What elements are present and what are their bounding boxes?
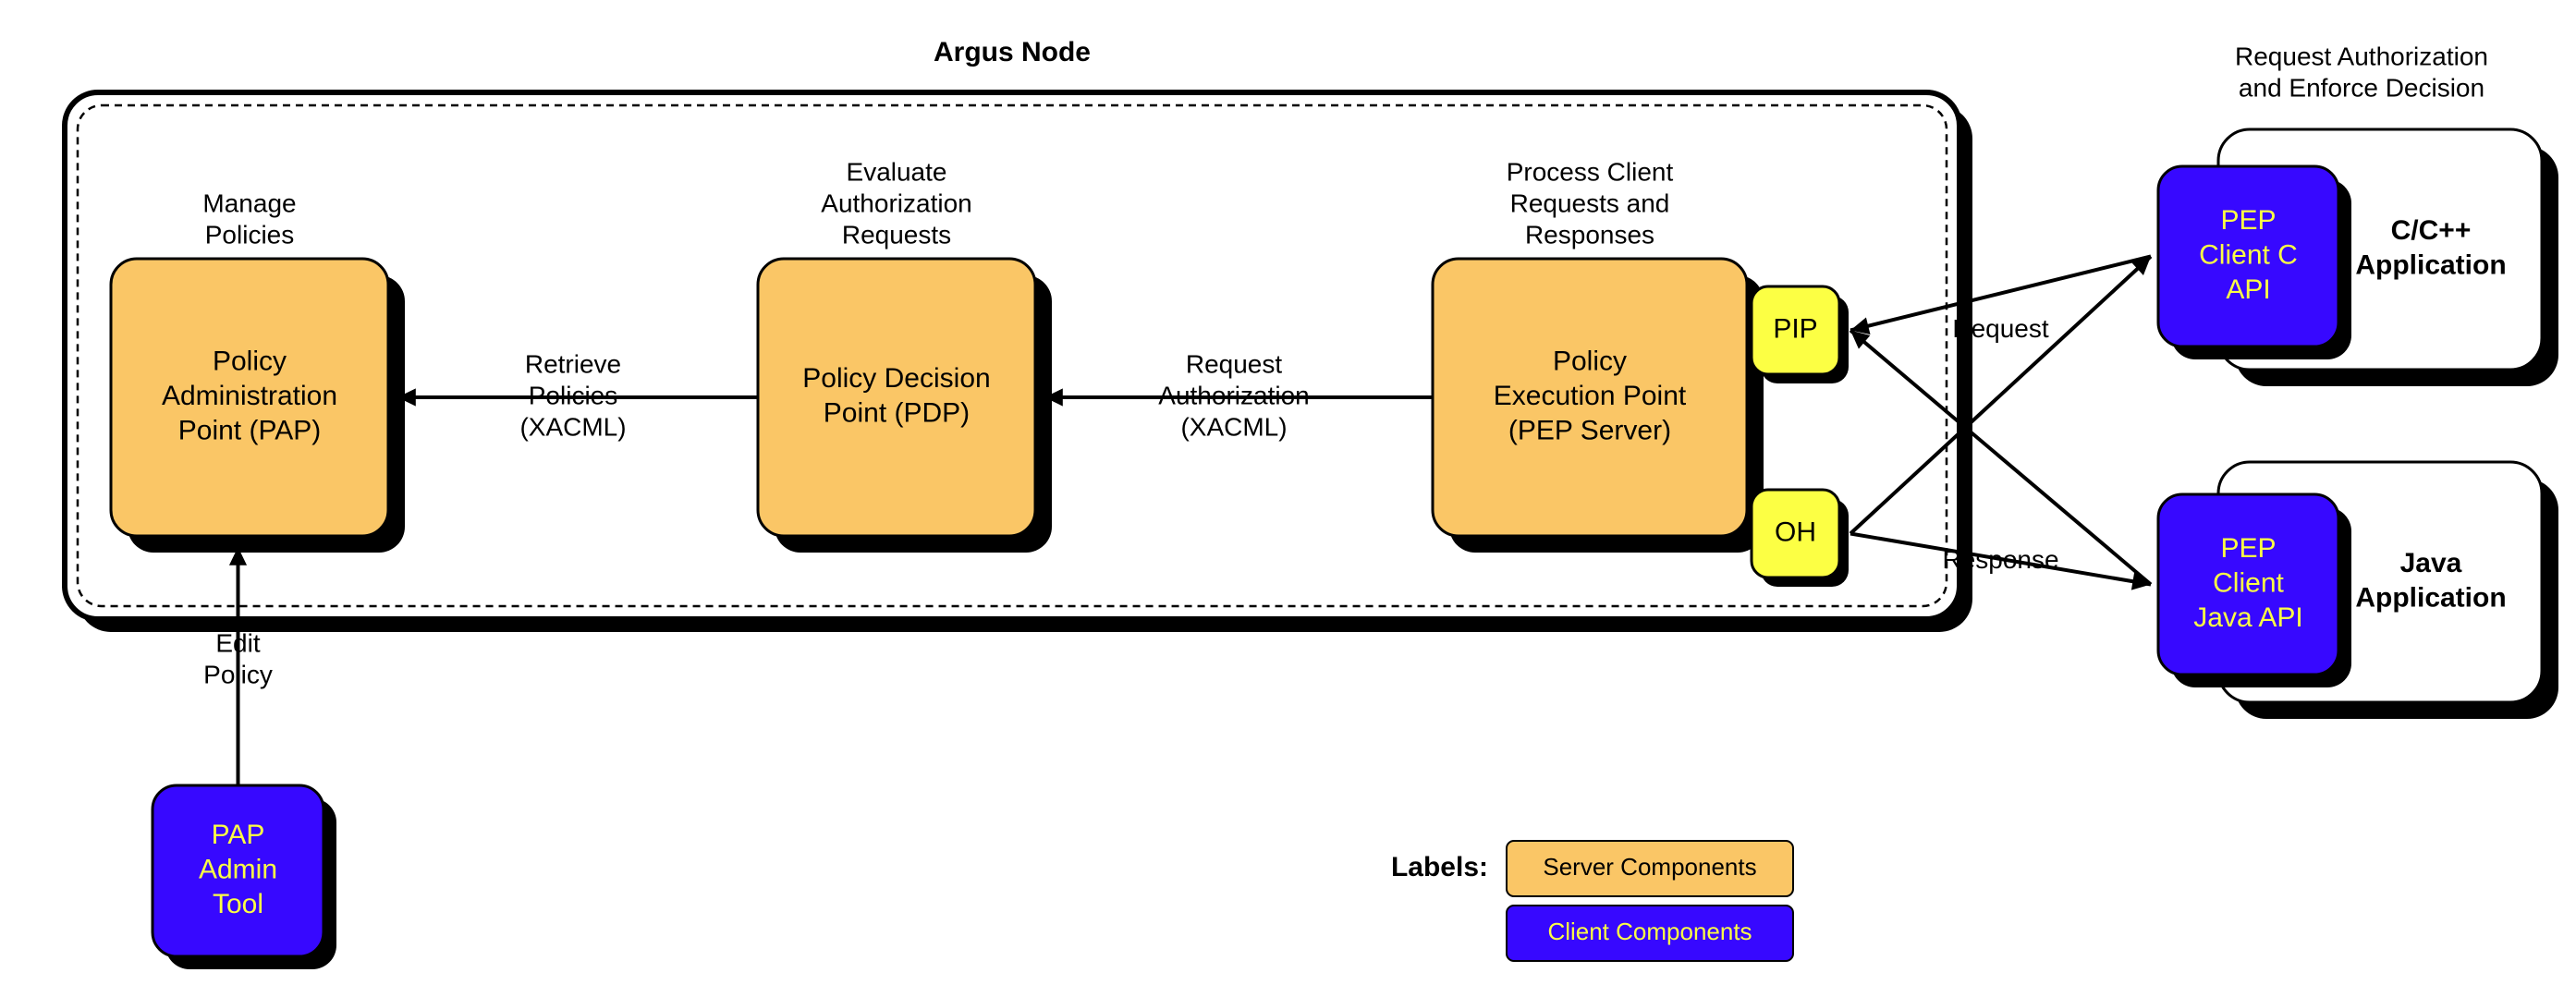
pep-label: Policy bbox=[1553, 346, 1627, 376]
pap-label: Administration bbox=[162, 381, 337, 411]
label-request: Request bbox=[1952, 314, 2049, 343]
pep-caption: Requests and bbox=[1510, 188, 1670, 217]
pap-caption: Policies bbox=[205, 220, 294, 249]
pep_java-label: PEP bbox=[2220, 533, 2276, 564]
pdp-caption: Requests bbox=[842, 220, 951, 249]
oh-label: OH bbox=[1775, 517, 1816, 547]
apps-caption: and Enforce Decision bbox=[2239, 73, 2484, 102]
apps-caption: Request Authorization bbox=[2235, 42, 2488, 70]
pdp-caption: Evaluate bbox=[847, 157, 947, 186]
pdp-label: Point (PDP) bbox=[824, 398, 970, 429]
app_c-label: C/C++ bbox=[2391, 215, 2472, 246]
pep-label: Execution Point bbox=[1494, 381, 1687, 411]
pep_c-label: Client C bbox=[2199, 239, 2298, 270]
legend-server-label: Server Components bbox=[1543, 853, 1756, 881]
label-pep-pdp: (XACML) bbox=[1180, 412, 1287, 441]
app_java-label: Java bbox=[2400, 548, 2462, 578]
label-response: Response bbox=[1942, 545, 2058, 574]
label-edit-policy: Policy bbox=[203, 660, 273, 688]
label-pdp-pap: (XACML) bbox=[519, 412, 626, 441]
pep-caption: Responses bbox=[1525, 220, 1654, 249]
pap_tool-label: Tool bbox=[213, 889, 263, 919]
app_c-label: Application bbox=[2355, 250, 2506, 281]
app_java-label: Application bbox=[2355, 583, 2506, 614]
label-pep-pdp: Request bbox=[1186, 349, 1283, 378]
pep_c-label: API bbox=[2226, 274, 2270, 305]
legend-title: Labels: bbox=[1391, 852, 1488, 882]
pdp-label: Policy Decision bbox=[802, 363, 990, 394]
label-pdp-pap: Policies bbox=[529, 381, 617, 409]
pep_c-label: PEP bbox=[2220, 205, 2276, 236]
pep-label: (PEP Server) bbox=[1508, 415, 1671, 445]
pap_tool-label: PAP bbox=[212, 820, 265, 850]
pep-caption: Process Client bbox=[1507, 157, 1674, 186]
pap_tool-label: Admin bbox=[199, 854, 277, 884]
label-pdp-pap: Retrieve bbox=[525, 349, 621, 378]
pip-label: PIP bbox=[1773, 313, 1817, 344]
pap-caption: Manage bbox=[202, 188, 296, 217]
argus-node-title: Argus Node bbox=[934, 37, 1091, 67]
pap-label: Policy bbox=[213, 346, 287, 376]
label-edit-policy: Edit bbox=[215, 628, 260, 657]
pdp-caption: Authorization bbox=[821, 188, 971, 217]
pep_java-label: Client bbox=[2213, 567, 2284, 598]
pap-label: Point (PAP) bbox=[178, 415, 322, 445]
label-pep-pdp: Authorization bbox=[1158, 381, 1309, 409]
legend-client-label: Client Components bbox=[1547, 918, 1752, 945]
pep_java-label: Java API bbox=[2193, 602, 2302, 633]
